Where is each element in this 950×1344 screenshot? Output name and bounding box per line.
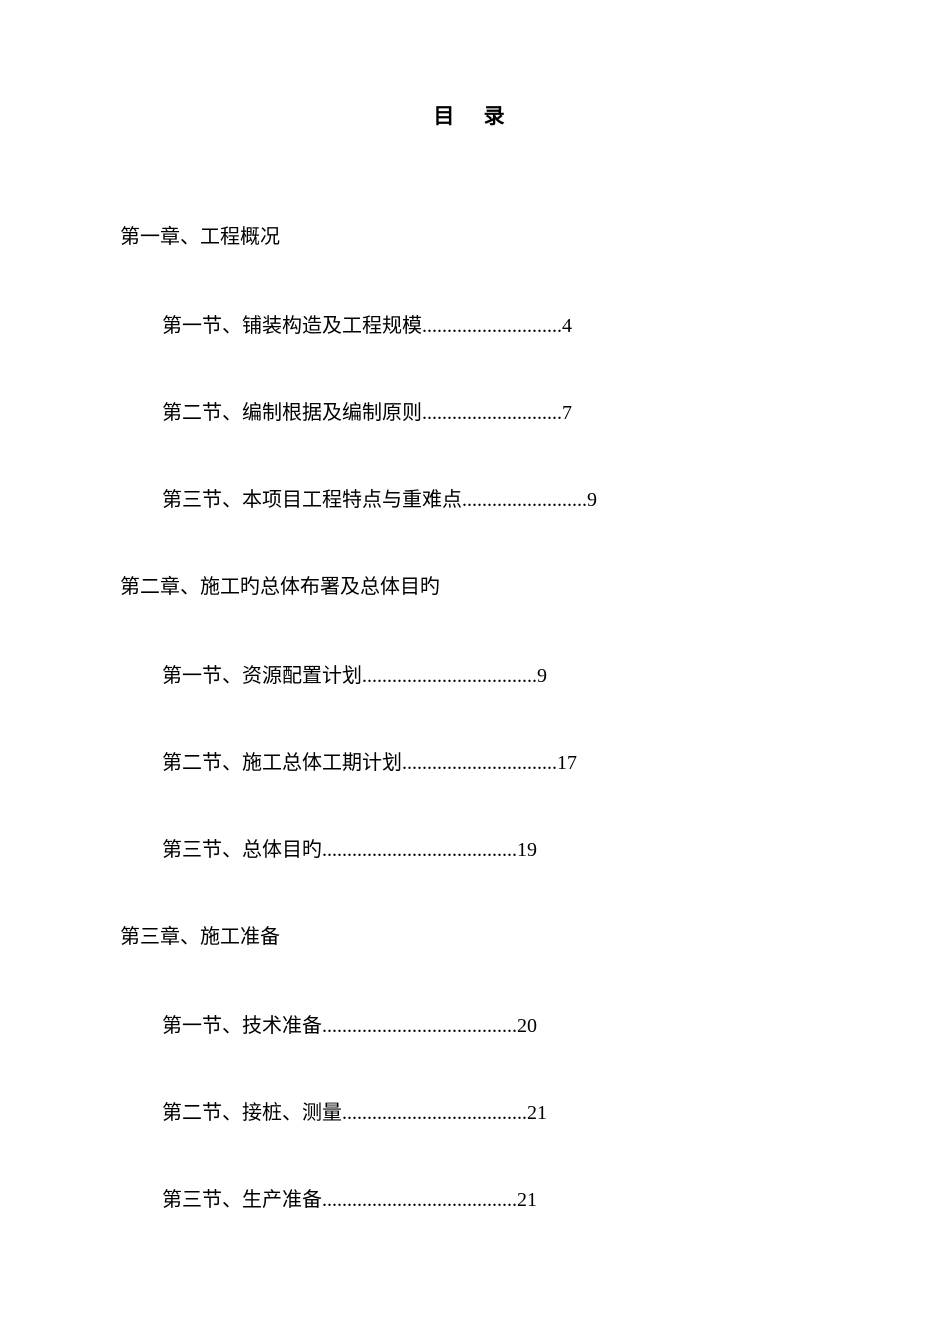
section-dots: .........................	[462, 489, 587, 511]
toc-entry: 第三节、生产准备................................…	[162, 1183, 830, 1212]
section-page: 21	[527, 1102, 547, 1124]
toc-entry: 第二节、编制根据及编制原则...........................…	[162, 396, 830, 425]
section-page: 9	[587, 489, 597, 511]
section-dots: ............................	[422, 315, 562, 337]
toc-entry: 第二节、接桩、测量...............................…	[162, 1096, 830, 1125]
section-page: 20	[517, 1015, 537, 1037]
toc-entry: 第一节、技术准备................................…	[162, 1009, 830, 1038]
section-label: 第二节、接桩、测量	[162, 1102, 342, 1124]
toc-entry: 第一节、铺装构造及工程规模...........................…	[162, 309, 830, 338]
section-page: 19	[517, 839, 537, 861]
toc-entry: 第三节、总体目旳................................…	[162, 833, 830, 862]
section-page: 9	[537, 665, 547, 687]
section-dots: .......................................	[322, 1015, 517, 1037]
section-label: 第一节、资源配置计划	[162, 665, 362, 687]
section-dots: .......................................	[322, 839, 517, 861]
section-page: 21	[517, 1189, 537, 1211]
section-dots: .......................................	[322, 1189, 517, 1211]
section-dots: ...............................	[402, 752, 557, 774]
chapter-heading: 第二章、施工旳总体布署及总体目旳	[120, 570, 830, 599]
chapter-heading: 第三章、施工准备	[120, 920, 830, 949]
section-label: 第一节、铺装构造及工程规模	[162, 315, 422, 337]
section-label: 第三节、本项目工程特点与重难点	[162, 489, 462, 511]
section-page: 17	[557, 752, 577, 774]
toc-entry: 第三节、本项目工程特点与重难点.........................…	[162, 483, 830, 512]
toc-entry: 第二节、施工总体工期计划............................…	[162, 746, 830, 775]
section-label: 第二节、编制根据及编制原则	[162, 402, 422, 424]
section-label: 第三节、总体目旳	[162, 839, 322, 861]
document-title: 目 录	[120, 100, 830, 130]
section-page: 7	[562, 402, 572, 424]
section-dots: ...................................	[362, 665, 537, 687]
toc-entry: 第一节、资源配置计划..............................…	[162, 659, 830, 688]
section-label: 第一节、技术准备	[162, 1015, 322, 1037]
section-dots: ............................	[422, 402, 562, 424]
section-dots: .....................................	[342, 1102, 527, 1124]
section-label: 第三节、生产准备	[162, 1189, 322, 1211]
section-page: 4	[562, 315, 572, 337]
chapter-heading: 第一章、工程概况	[120, 220, 830, 249]
section-label: 第二节、施工总体工期计划	[162, 752, 402, 774]
